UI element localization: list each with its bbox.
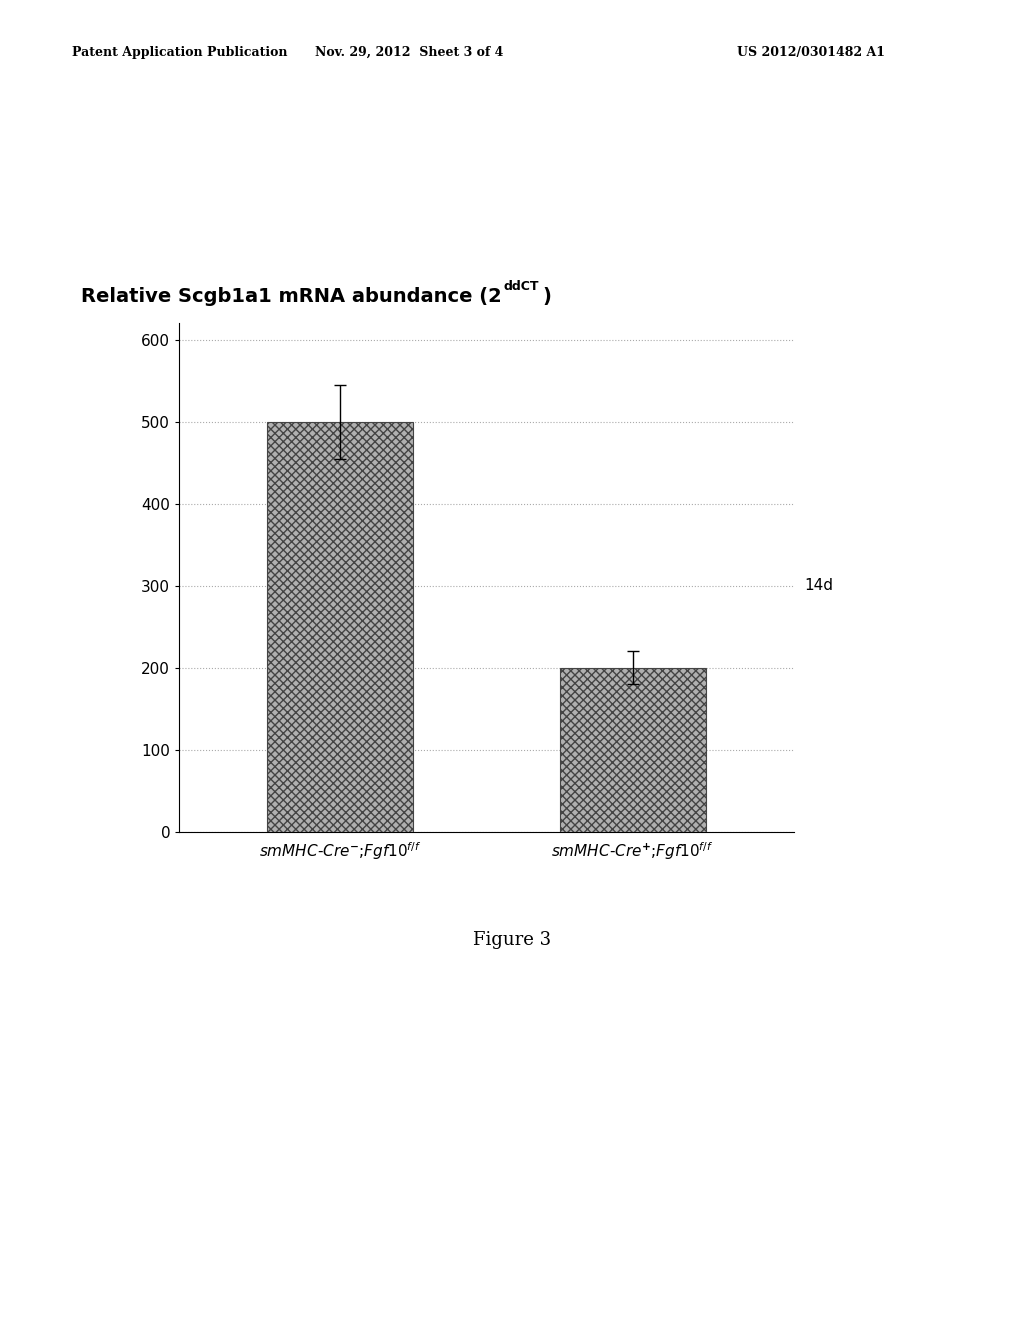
Text: Figure 3: Figure 3 xyxy=(473,931,551,949)
Text: 14d: 14d xyxy=(805,578,834,593)
Text: Nov. 29, 2012  Sheet 3 of 4: Nov. 29, 2012 Sheet 3 of 4 xyxy=(315,46,504,59)
Bar xyxy=(267,422,414,832)
Text: ddCT: ddCT xyxy=(504,280,540,293)
Bar xyxy=(559,668,706,832)
Text: Relative Scgb1a1 mRNA abundance (2: Relative Scgb1a1 mRNA abundance (2 xyxy=(81,288,502,306)
Text: US 2012/0301482 A1: US 2012/0301482 A1 xyxy=(737,46,886,59)
Text: ): ) xyxy=(543,288,552,306)
Text: Patent Application Publication: Patent Application Publication xyxy=(72,46,287,59)
